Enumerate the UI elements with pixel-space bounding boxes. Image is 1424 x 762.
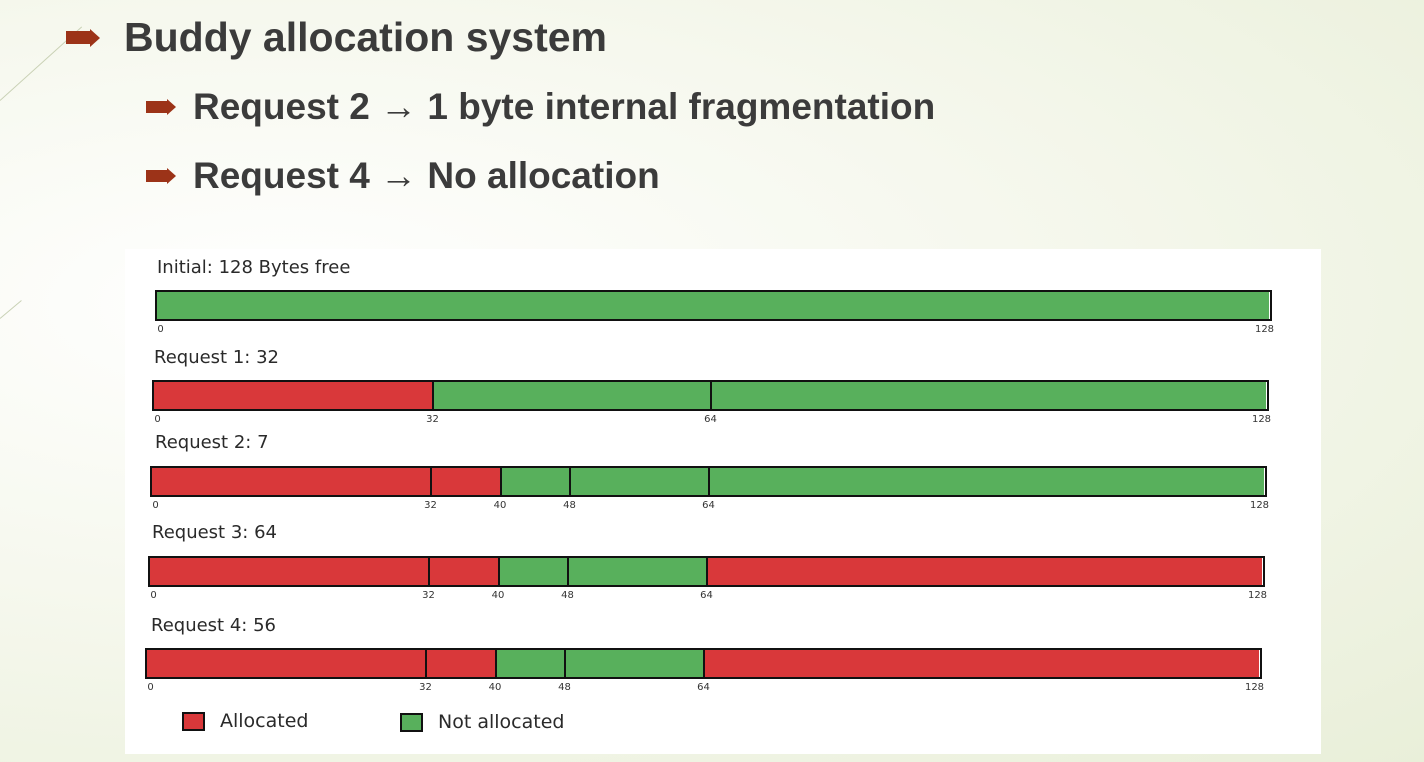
tick-label: 32: [422, 590, 435, 601]
tick-label: 48: [561, 590, 574, 601]
row-label: Request 2: 7: [155, 432, 269, 453]
tick-label: 32: [419, 682, 432, 693]
buddy-allocation-diagram: Allocated Not allocated Initial: 128 Byt…: [125, 249, 1321, 754]
tick-label: 128: [1254, 324, 1275, 335]
tick-label: 64: [702, 500, 715, 511]
legend-free-label: Not allocated: [438, 711, 565, 733]
free-block: [494, 650, 564, 677]
allocated-block: [703, 650, 1259, 677]
bullet-text: Request 2 → 1 byte internal fragmentatio…: [193, 86, 936, 127]
tick-label: 64: [700, 590, 713, 601]
allocated-block: [150, 558, 428, 585]
tick-label: 128: [1244, 682, 1265, 693]
free-block: [567, 558, 706, 585]
tick-label: 32: [424, 500, 437, 511]
memory-bar: [150, 466, 1267, 497]
allocated-block: [154, 382, 432, 409]
allocated-block: [425, 650, 495, 677]
memory-bar: [155, 290, 1272, 321]
free-block: [710, 382, 1266, 409]
slide-title-text: Buddy allocation system: [124, 14, 608, 60]
allocated-block: [430, 468, 500, 495]
arrow-bullet-icon: [146, 99, 176, 115]
arrow-bullet-icon: [66, 28, 100, 47]
allocated-block: [152, 468, 430, 495]
row-label: Request 4: 56: [151, 615, 276, 636]
decorative-line-left: [0, 300, 22, 319]
tick-label: 40: [493, 500, 507, 511]
memory-bar: [148, 556, 1265, 587]
tick-label: 40: [491, 590, 505, 601]
tick-label: 48: [558, 682, 571, 693]
tick-label: 40: [488, 682, 502, 693]
tick-label: 128: [1247, 590, 1268, 601]
bullet-request-2: Request 2 → 1 byte internal fragmentatio…: [146, 86, 935, 128]
legend-allocated-label: Allocated: [220, 710, 309, 732]
row-label: Request 3: 64: [152, 522, 277, 543]
row-label: Initial: 128 Bytes free: [157, 257, 351, 278]
free-block: [499, 468, 569, 495]
free-block: [708, 468, 1264, 495]
allocated-block: [147, 650, 425, 677]
arrow-bullet-icon: [146, 168, 176, 184]
tick-label: 0: [147, 682, 154, 693]
tick-label: 64: [697, 682, 710, 693]
allocated-block: [428, 558, 498, 585]
free-swatch: [400, 712, 423, 732]
tick-label: 128: [1251, 414, 1272, 425]
memory-bar: [152, 380, 1269, 411]
bullet-text: Request 4 → No allocation: [193, 155, 660, 196]
bullet-request-4: Request 4 → No allocation: [146, 155, 660, 197]
tick-label: 64: [704, 414, 717, 425]
tick-label: 48: [563, 500, 576, 511]
allocated-swatch: [182, 711, 205, 731]
legend-allocated: Allocated: [182, 710, 308, 732]
tick-label: 0: [157, 324, 164, 335]
legend-not-allocated: Not allocated: [400, 711, 564, 733]
memory-bar: [145, 648, 1262, 679]
allocated-block: [706, 558, 1262, 585]
tick-label: 128: [1249, 500, 1270, 511]
row-label: Request 1: 32: [154, 347, 279, 368]
tick-label: 0: [150, 590, 157, 601]
tick-label: 0: [154, 414, 161, 425]
tick-label: 0: [152, 500, 159, 511]
tick-label: 32: [426, 414, 439, 425]
slide-title: Buddy allocation system: [66, 14, 607, 61]
free-block: [564, 650, 703, 677]
free-block: [432, 382, 710, 409]
free-block: [497, 558, 567, 585]
free-block: [569, 468, 708, 495]
free-block: [157, 292, 1269, 319]
